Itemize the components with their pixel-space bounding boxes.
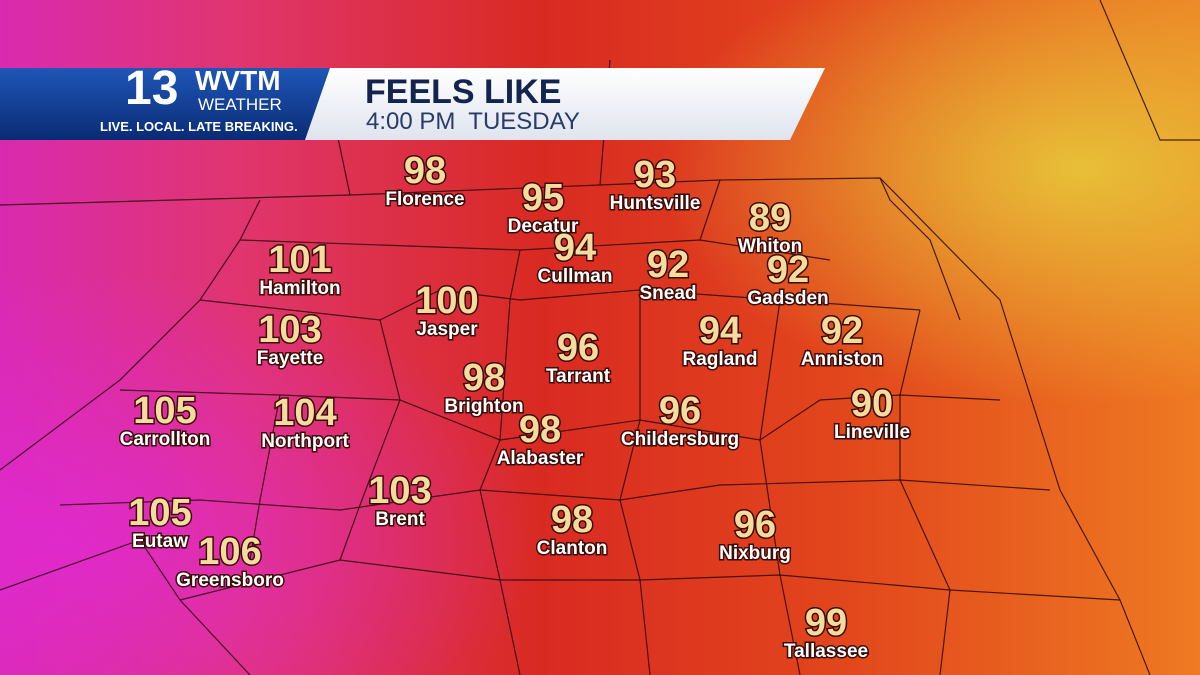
city-name: Clanton xyxy=(537,538,608,559)
city-name: Huntsville xyxy=(610,193,701,214)
logo-panel xyxy=(0,68,345,140)
city-name: Gadsden xyxy=(747,288,828,309)
city-name: Carrollton xyxy=(120,429,211,450)
temperature: 96 xyxy=(734,504,776,546)
temperature: 98 xyxy=(551,499,593,541)
temperature: 103 xyxy=(368,470,431,512)
temperature: 95 xyxy=(522,177,564,219)
city-name: Tarrant xyxy=(546,366,611,387)
temperature: 98 xyxy=(404,150,446,192)
logo-number: 13 xyxy=(125,62,178,115)
temperature: 101 xyxy=(268,239,331,281)
city-name: Snead xyxy=(639,283,696,304)
title: FEELS LIKE xyxy=(365,73,561,111)
temperature: 99 xyxy=(805,602,847,644)
temperature: 90 xyxy=(851,383,893,425)
city-name: Childersburg xyxy=(621,429,739,450)
temperature: 98 xyxy=(463,357,505,399)
city-name: Anniston xyxy=(801,349,883,370)
city-name: Fayette xyxy=(257,348,324,369)
city-name: Brighton xyxy=(444,396,523,417)
temperature: 100 xyxy=(415,280,478,322)
city-name: Jasper xyxy=(416,319,478,340)
city-name: Northport xyxy=(261,431,349,452)
temperature: 94 xyxy=(554,227,596,269)
temperature: 89 xyxy=(749,197,791,239)
temperature: 94 xyxy=(699,310,741,352)
header-banner: 13 WVTM WEATHER LIVE. LOCAL. LATE BREAKI… xyxy=(0,62,825,140)
city-name: Hamilton xyxy=(259,278,340,299)
city-name: Tallassee xyxy=(784,641,868,662)
temperature: 96 xyxy=(659,390,701,432)
city-name: Alabaster xyxy=(497,448,584,469)
subtitle: 4:00 PM TUESDAY xyxy=(366,108,580,135)
city-name: Lineville xyxy=(834,422,910,443)
temperature: 98 xyxy=(519,409,561,451)
city-name: Brent xyxy=(375,509,425,530)
temperature: 103 xyxy=(258,309,321,351)
temperature: 92 xyxy=(821,310,863,352)
city-name: Cullman xyxy=(538,266,613,287)
temperature: 106 xyxy=(198,531,261,573)
city-name: Eutaw xyxy=(132,531,188,552)
logo-brand: WEATHER xyxy=(198,95,282,114)
logo-call-sign: WVTM xyxy=(195,65,281,96)
temperature: 92 xyxy=(767,249,809,291)
city-name: Whiton xyxy=(738,236,802,257)
temperature: 105 xyxy=(128,492,191,534)
title-panel xyxy=(305,68,825,140)
temperature: 105 xyxy=(133,390,196,432)
temperature: 96 xyxy=(557,327,599,369)
logo-slogan: LIVE. LOCAL. LATE BREAKING. xyxy=(100,119,298,134)
city-name: Ragland xyxy=(683,349,758,370)
temperature: 92 xyxy=(647,244,689,286)
temperature: 93 xyxy=(634,154,676,196)
city-name: Decatur xyxy=(508,216,579,237)
city-name: Florence xyxy=(385,189,464,210)
city-name: Nixburg xyxy=(719,543,791,564)
temperature: 104 xyxy=(273,392,336,434)
city-name: Greensboro xyxy=(176,570,284,591)
